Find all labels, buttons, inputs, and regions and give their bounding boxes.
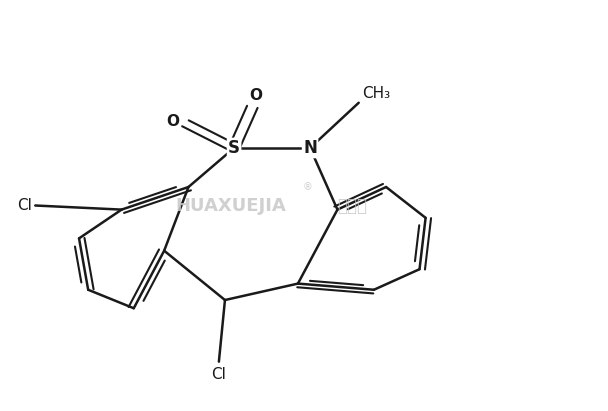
Text: Cl: Cl — [212, 367, 226, 381]
Text: O: O — [249, 88, 262, 103]
Text: N: N — [303, 139, 317, 157]
Text: CH₃: CH₃ — [362, 86, 390, 101]
Text: HUAXUEJIA: HUAXUEJIA — [176, 196, 286, 215]
Text: Cl: Cl — [18, 198, 32, 213]
Text: ®: ® — [302, 182, 312, 192]
Text: O: O — [167, 114, 179, 129]
Text: 化学加: 化学加 — [337, 196, 368, 215]
Text: S: S — [228, 139, 240, 157]
